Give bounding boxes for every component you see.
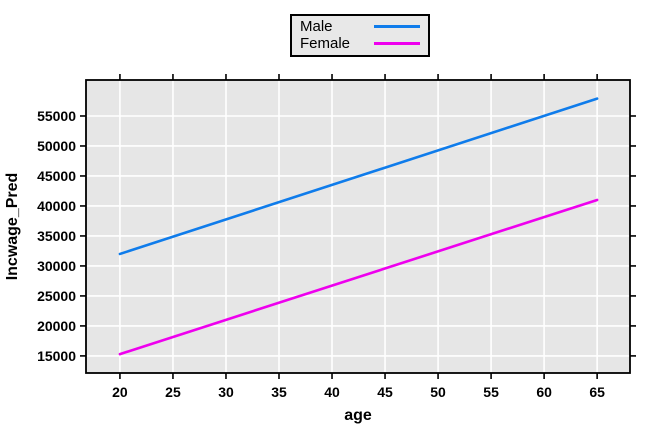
series-line-male — [118, 97, 599, 256]
x-axis-label: age — [344, 407, 372, 424]
x-tick-label: 65 — [589, 384, 605, 400]
y-tick-label: 45000 — [37, 168, 76, 184]
y-tick-label: 25000 — [37, 288, 76, 304]
y-tick-label: 40000 — [37, 198, 76, 214]
legend: Male Female — [290, 14, 430, 57]
x-tick-label: 40 — [324, 384, 340, 400]
plot-panel — [86, 80, 630, 373]
x-tick-label: 25 — [165, 384, 181, 400]
series-line-female — [118, 198, 599, 356]
x-tick-label: 55 — [483, 384, 499, 400]
legend-item-male: Male — [300, 18, 420, 35]
x-tick-label: 20 — [112, 384, 128, 400]
y-tick-label: 50000 — [37, 138, 76, 154]
x-tick-label: 45 — [377, 384, 393, 400]
legend-label: Male — [300, 18, 333, 35]
y-axis-label: Incwage_Pred — [4, 173, 21, 281]
y-tick-label: 55000 — [37, 108, 76, 124]
legend-line-swatch — [374, 42, 421, 45]
y-tick-label: 35000 — [37, 228, 76, 244]
y-tick-label: 20000 — [37, 318, 76, 334]
legend-item-female: Female — [300, 35, 421, 52]
legend-label: Female — [300, 35, 351, 52]
y-tick-label: 15000 — [37, 348, 76, 364]
panel-border — [85, 79, 631, 374]
x-tick-label: 30 — [218, 384, 234, 400]
x-tick-label: 60 — [536, 384, 552, 400]
x-tick-label: 35 — [271, 384, 287, 400]
y-tick-label: 30000 — [37, 258, 76, 274]
legend-line-swatch — [374, 25, 420, 28]
x-tick-label: 50 — [430, 384, 446, 400]
